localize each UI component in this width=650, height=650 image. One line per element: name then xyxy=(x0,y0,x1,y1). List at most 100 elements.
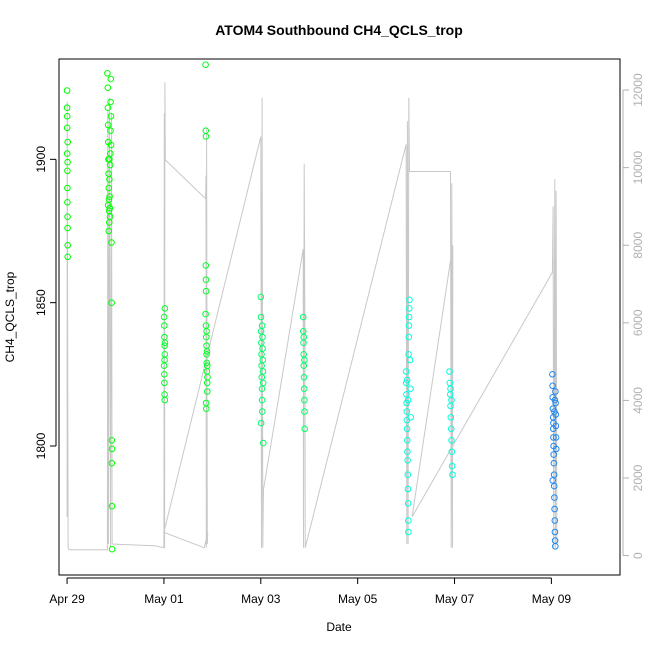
data-points-layer xyxy=(63,61,560,553)
data-point xyxy=(106,213,114,220)
data-point xyxy=(257,419,265,427)
data-point xyxy=(204,388,211,395)
data-point xyxy=(257,293,265,301)
data-point xyxy=(404,396,412,404)
data-point xyxy=(259,408,266,415)
plot-frame xyxy=(58,58,621,576)
data-point xyxy=(551,494,558,501)
data-point xyxy=(64,158,71,166)
data-point xyxy=(551,517,559,524)
data-point xyxy=(108,502,116,510)
data-point xyxy=(549,477,557,484)
data-point xyxy=(161,342,168,350)
data-point xyxy=(161,379,168,387)
data-point xyxy=(161,322,168,329)
data-point xyxy=(104,201,112,209)
data-point xyxy=(406,305,413,312)
data-point xyxy=(108,239,115,246)
data-point xyxy=(258,396,266,404)
data-point xyxy=(404,500,412,507)
data-point xyxy=(403,408,411,415)
data-point xyxy=(405,322,413,329)
data-point xyxy=(550,451,558,458)
data-point xyxy=(202,262,210,269)
data-point xyxy=(204,362,211,370)
data-point xyxy=(259,379,267,387)
data-point xyxy=(402,368,410,375)
data-point xyxy=(406,296,413,304)
altitude-trace-layer xyxy=(66,82,558,551)
data-point xyxy=(300,385,308,393)
data-point xyxy=(404,448,411,456)
data-point xyxy=(550,434,557,441)
data-point xyxy=(202,310,209,318)
data-point xyxy=(551,396,559,404)
data-point xyxy=(104,121,112,129)
data-point xyxy=(552,543,559,550)
data-point xyxy=(549,382,556,390)
data-point xyxy=(108,437,116,444)
y-tick-label: 1900 xyxy=(34,146,48,173)
data-point xyxy=(259,368,267,375)
chart-title: ATOM4 Southbound CH4_QCLS_trop xyxy=(215,22,463,38)
y2-tick-label: 12000 xyxy=(631,73,645,107)
data-point xyxy=(405,528,412,536)
data-point xyxy=(299,313,307,321)
data-point xyxy=(106,156,113,163)
data-point xyxy=(301,408,308,415)
data-point xyxy=(161,396,169,404)
data-point xyxy=(202,287,210,295)
data-point xyxy=(403,425,411,433)
data-point xyxy=(107,75,115,83)
y2-tick-label: 0 xyxy=(631,552,645,559)
data-point xyxy=(550,459,558,467)
data-point xyxy=(260,439,267,447)
data-point xyxy=(446,368,453,375)
data-point xyxy=(63,113,71,120)
data-point xyxy=(104,84,112,91)
data-point xyxy=(406,356,414,364)
data-point xyxy=(405,333,413,341)
data-point xyxy=(106,193,113,200)
altitude-trace-line xyxy=(66,82,558,551)
y-tick-label: 1800 xyxy=(34,432,48,459)
y-tick-label: 1850 xyxy=(34,289,48,316)
data-point xyxy=(202,127,210,134)
data-point xyxy=(403,391,410,398)
data-point xyxy=(259,356,267,364)
y-axis: 1800 1850 1900 xyxy=(34,146,57,459)
data-point xyxy=(161,371,168,378)
data-point xyxy=(448,396,455,404)
x-tick-label: May 03 xyxy=(241,592,281,606)
data-point xyxy=(104,70,111,77)
x-axis: Apr 29 May 01 May 03 May 05 May 07 May 09 xyxy=(49,577,571,606)
data-point xyxy=(160,313,168,321)
data-point xyxy=(107,113,115,120)
data-point xyxy=(64,167,71,175)
data-point xyxy=(407,414,415,421)
x-tick-label: May 05 xyxy=(338,592,378,606)
data-point xyxy=(63,104,71,111)
data-point xyxy=(449,471,456,479)
data-point xyxy=(404,437,411,444)
data-point xyxy=(108,459,116,467)
data-point xyxy=(64,253,71,261)
data-point xyxy=(553,445,560,453)
data-point xyxy=(403,376,411,384)
data-point xyxy=(108,445,116,453)
data-point xyxy=(203,405,210,413)
data-point xyxy=(552,388,559,395)
data-point xyxy=(259,345,266,352)
data-point xyxy=(64,213,71,220)
data-point xyxy=(550,419,557,427)
x-axis-label: Date xyxy=(326,620,352,634)
data-point xyxy=(105,227,113,235)
data-point xyxy=(301,425,309,433)
data-point xyxy=(64,224,71,232)
data-point xyxy=(447,385,454,393)
y2-tick-label: 8000 xyxy=(631,232,645,259)
data-point xyxy=(203,351,210,358)
data-point xyxy=(549,371,556,378)
data-point xyxy=(259,333,266,341)
data-point xyxy=(105,170,112,177)
